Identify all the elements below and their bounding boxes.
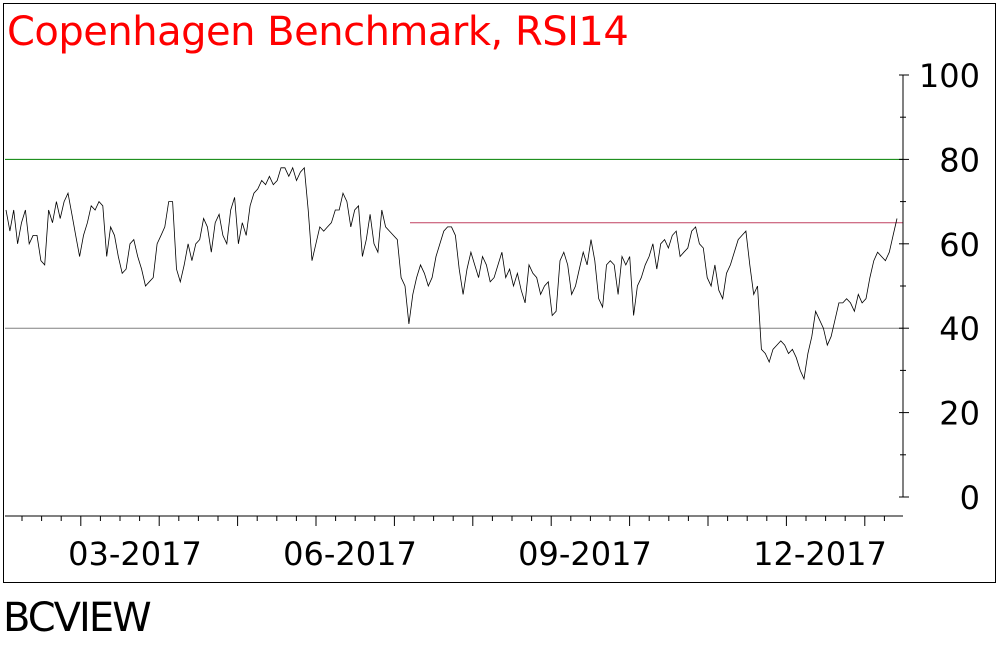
y-tick-label-0: 0 [960, 479, 980, 517]
x-tick-label-12-2017: 12-2017 [753, 535, 887, 573]
brand-logo: BCVIEW [3, 595, 152, 641]
x-tick-label-03-2017: 03-2017 [68, 535, 202, 573]
y-tick-label-100: 100 [919, 57, 980, 95]
y-tick-label-60: 60 [939, 226, 980, 264]
chart-frame [3, 3, 996, 583]
rsi-line [5, 166, 898, 381]
chart-title: Copenhagen Benchmark, RSI14 [7, 9, 629, 55]
y-tick-label-80: 80 [939, 141, 980, 179]
x-tick-label-09-2017: 09-2017 [518, 535, 652, 573]
y-tick-label-40: 40 [939, 310, 980, 348]
x-tick-label-06-2017: 06-2017 [283, 535, 417, 573]
y-tick-label-20: 20 [939, 395, 980, 433]
